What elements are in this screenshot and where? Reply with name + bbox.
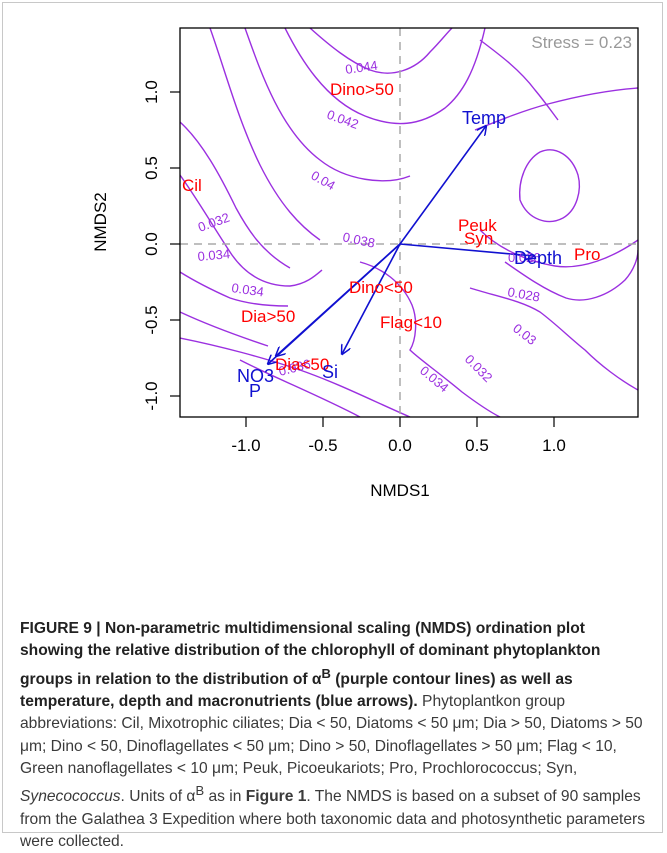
group-label-dino-lt50: Dino<50 [349, 278, 413, 297]
contour-label: 0.034 [231, 280, 265, 299]
contour-label: 0.034 [197, 246, 231, 264]
arrow-p [268, 243, 401, 364]
group-label-dia-lt50: Dia<50 [275, 355, 329, 374]
x-tick-label: -0.5 [308, 436, 337, 455]
figure-1-link[interactable]: Figure 1 [245, 788, 307, 806]
arrow-label-depth: Depth [514, 248, 562, 268]
x-axis-title: NMDS1 [370, 481, 430, 500]
contour-line [239, 359, 361, 417]
arrow-depth [399, 243, 534, 256]
caption-body-sup: B [195, 783, 205, 799]
arrow-label-no3: NO3 [237, 366, 274, 386]
group-label-dino-gt50: Dino>50 [330, 80, 394, 99]
contour-line [359, 261, 501, 417]
contour-line [209, 28, 321, 241]
caption-body-syn: Synecococcus [20, 788, 121, 806]
x-tick-label: 0.5 [465, 436, 489, 455]
group-label-flag-lt10: Flag<10 [380, 313, 442, 332]
arrow-label-temp: Temp [462, 108, 506, 128]
contour-label: 0.032 [196, 210, 232, 235]
y-tick-label: 1.0 [142, 80, 161, 104]
contour-line [479, 229, 638, 268]
contour-label: 0.044 [344, 58, 378, 77]
contour-lines [180, 28, 638, 417]
y-tick-label: -0.5 [142, 305, 161, 334]
group-labels: Dino>50 Cil Peuk Syn Pro Dino<50 Dia>50 … [182, 80, 600, 374]
contour-label: 0.04 [309, 168, 338, 194]
contour-label: 0.034 [417, 363, 452, 395]
contour-line [284, 28, 486, 125]
caption-body-1: Phytoplantkon group abbreviations: Cil, … [20, 693, 643, 777]
caption-body-3: as in [204, 788, 246, 806]
group-label-peuk: Peuk [458, 216, 497, 235]
group-label-cil: Cil [182, 176, 202, 195]
contour-line [180, 174, 323, 287]
caption-heading-tail: (purple contour lines) as well as temper… [20, 670, 573, 711]
arrow-labels: Temp Depth NO3 P Si [237, 108, 562, 401]
contour-line [180, 271, 289, 307]
contour-line [180, 311, 269, 347]
y-tick-label: -1.0 [142, 381, 161, 410]
x-tick-labels: -1.0 -0.5 0.0 0.5 1.0 [231, 436, 565, 455]
group-label-dia-gt50: Dia>50 [241, 307, 295, 326]
contour-label: 0.038 [341, 229, 376, 250]
nmds-plot: 0.044 0.042 0.04 0.038 0.036 0.034 0.034… [91, 27, 639, 500]
y-tick-label: 0.0 [142, 232, 161, 256]
contour-label: 0.03 [510, 321, 539, 348]
contour-line [244, 28, 411, 182]
arrow-si [342, 243, 401, 354]
y-tick-label: 0.5 [142, 156, 161, 180]
contour-line [469, 287, 638, 391]
env-arrows [268, 126, 534, 364]
contour-line [180, 121, 291, 269]
contour-label: 0.042 [325, 107, 361, 132]
plot-border [179, 27, 639, 418]
arrow-label-p: P [249, 381, 261, 401]
contour-line [180, 337, 411, 417]
x-tick-label: -1.0 [231, 436, 260, 455]
arrow-temp [399, 126, 486, 245]
contour-label: 0.028 [506, 284, 541, 304]
contour-label: 0.026 [508, 250, 541, 265]
arrow-label-si: Si [322, 362, 338, 382]
x-tick-label: 0.0 [388, 436, 412, 455]
zero-lines [180, 28, 638, 417]
y-tick-labels: 1.0 0.5 0.0 -0.5 -1.0 [142, 80, 161, 410]
x-axis-ticks [245, 417, 555, 427]
y-axis-ticks [170, 91, 180, 397]
group-label-syn: Syn [464, 229, 493, 248]
contour-line [519, 149, 581, 223]
contour-line [504, 249, 638, 301]
y-axis-title: NMDS2 [91, 192, 110, 252]
x-tick-label: 1.0 [542, 436, 566, 455]
contour-line [479, 39, 559, 121]
contour-line [474, 87, 638, 131]
caption-heading-text: FIGURE 9 | Non-parametric multidimension… [20, 620, 601, 688]
caption-body-2: . Units of α [120, 788, 196, 806]
stress-label: Stress = 0.23 [531, 33, 632, 52]
contour-label: 0.032 [462, 352, 496, 386]
contour-line [309, 28, 453, 74]
figure-caption: FIGURE 9 | Non-parametric multidimension… [20, 618, 650, 853]
caption-heading-sup: B [321, 665, 331, 681]
caption-heading: FIGURE 9 | Non-parametric multidimension… [20, 620, 600, 710]
group-label-pro: Pro [574, 245, 600, 264]
